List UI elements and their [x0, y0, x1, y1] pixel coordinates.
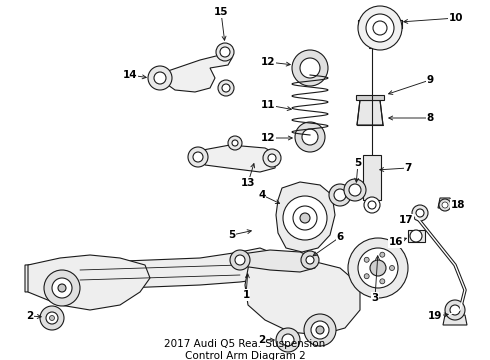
Circle shape [311, 321, 329, 339]
Text: 14: 14 [122, 70, 137, 80]
Circle shape [373, 21, 387, 35]
Text: 12: 12 [261, 57, 275, 67]
Polygon shape [165, 55, 232, 92]
Circle shape [445, 300, 465, 320]
Text: 4: 4 [258, 190, 266, 200]
Circle shape [268, 154, 276, 162]
Polygon shape [358, 20, 402, 28]
Text: 6: 6 [336, 232, 343, 242]
Circle shape [348, 238, 408, 298]
Polygon shape [356, 95, 384, 100]
Polygon shape [245, 258, 360, 335]
Circle shape [380, 252, 385, 257]
Circle shape [302, 129, 318, 145]
Polygon shape [438, 198, 452, 208]
Text: 5: 5 [354, 158, 362, 168]
Text: 11: 11 [261, 100, 275, 110]
Polygon shape [363, 155, 381, 200]
Circle shape [58, 284, 66, 292]
Circle shape [235, 255, 245, 265]
Text: 1: 1 [243, 290, 249, 300]
Circle shape [368, 201, 376, 209]
Text: 10: 10 [449, 13, 463, 23]
Circle shape [380, 279, 385, 284]
Circle shape [40, 306, 64, 330]
Text: 18: 18 [451, 200, 465, 210]
Circle shape [52, 278, 72, 298]
Text: 16: 16 [389, 237, 403, 247]
Circle shape [283, 196, 327, 240]
Polygon shape [203, 145, 278, 172]
Circle shape [316, 326, 324, 334]
Text: 2017 Audi Q5 Rear Suspension
Control Arm Diagram 2: 2017 Audi Q5 Rear Suspension Control Arm… [164, 339, 326, 360]
Circle shape [306, 256, 314, 264]
Text: 5: 5 [228, 230, 236, 240]
Circle shape [49, 315, 54, 320]
Circle shape [329, 184, 351, 206]
Polygon shape [28, 255, 150, 310]
Text: 19: 19 [428, 311, 442, 321]
Circle shape [282, 334, 294, 346]
Circle shape [44, 270, 80, 306]
Text: 3: 3 [371, 293, 379, 303]
Circle shape [412, 205, 428, 221]
Circle shape [358, 6, 402, 50]
Circle shape [148, 66, 172, 90]
Circle shape [154, 72, 166, 84]
Circle shape [364, 274, 369, 279]
Circle shape [410, 230, 422, 242]
Circle shape [295, 122, 325, 152]
Circle shape [46, 312, 58, 324]
Text: 15: 15 [214, 7, 228, 17]
Circle shape [220, 47, 230, 57]
Text: 2: 2 [26, 311, 34, 321]
Circle shape [442, 202, 448, 208]
Circle shape [222, 84, 230, 92]
Text: 12: 12 [261, 133, 275, 143]
Circle shape [344, 179, 366, 201]
Circle shape [228, 136, 242, 150]
Circle shape [293, 206, 317, 230]
Circle shape [300, 213, 310, 223]
Text: 2: 2 [258, 335, 266, 345]
Circle shape [349, 184, 361, 196]
Polygon shape [408, 230, 425, 242]
Circle shape [188, 147, 208, 167]
Text: 13: 13 [241, 178, 255, 188]
Circle shape [334, 189, 346, 201]
Circle shape [263, 149, 281, 167]
Circle shape [439, 199, 451, 211]
Text: 9: 9 [426, 75, 434, 85]
Circle shape [301, 251, 319, 269]
Circle shape [364, 257, 369, 262]
Circle shape [390, 266, 394, 270]
Circle shape [232, 140, 238, 146]
Circle shape [416, 209, 424, 217]
Circle shape [218, 80, 234, 96]
Circle shape [216, 43, 234, 61]
Circle shape [300, 58, 320, 78]
Circle shape [304, 314, 336, 346]
Circle shape [370, 260, 386, 276]
Circle shape [276, 328, 300, 352]
Circle shape [366, 14, 394, 42]
Polygon shape [276, 182, 335, 252]
Circle shape [450, 305, 460, 315]
Circle shape [193, 152, 203, 162]
Polygon shape [235, 250, 315, 272]
Text: 17: 17 [399, 215, 413, 225]
Circle shape [364, 197, 380, 213]
Polygon shape [357, 100, 383, 125]
Text: 8: 8 [426, 113, 434, 123]
Circle shape [230, 250, 250, 270]
Polygon shape [25, 248, 280, 292]
Circle shape [358, 248, 398, 288]
Polygon shape [443, 315, 467, 325]
Circle shape [292, 50, 328, 86]
Text: 7: 7 [404, 163, 412, 173]
